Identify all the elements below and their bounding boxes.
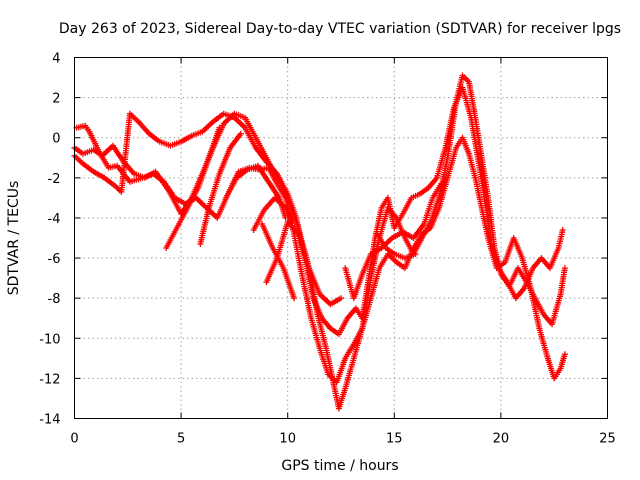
y-tick-label: -10 [39,332,60,347]
series-track-4 [163,124,223,251]
data-point-markers [259,221,298,302]
series-track-10 [342,180,445,302]
data-point-markers [342,180,445,302]
plot-frame [74,57,608,419]
y-tick-label: -6 [48,252,61,267]
x-tick-label: 0 [70,432,78,447]
series-line [265,220,342,306]
data-point-markers [71,72,568,412]
data-point-markers [263,219,344,308]
x-tick-label: 20 [493,432,510,447]
series-track-1 [71,72,568,412]
x-tick-label: 5 [177,432,185,447]
y-tick-label: -2 [48,172,61,187]
y-tick-label: 2 [52,92,60,107]
y-tick-label: -8 [48,292,61,307]
data-point-markers [374,231,419,262]
data-point-markers [163,124,223,251]
data-point-markers [197,130,244,247]
x-tick-label: 15 [386,432,403,447]
series-track-5 [197,130,244,247]
series-track-6 [222,162,289,221]
y-tick-labels: 4 2 0 -2 -4 -6 -8 -10 -12 -14 [39,52,60,428]
x-tick-label: 10 [279,432,296,447]
plot-area [71,72,568,412]
x-tick-label: 25 [599,432,616,447]
y-axis-label: SDTVAR / TECUs [6,181,22,296]
data-point-markers [250,194,295,233]
y-tick-label: -12 [39,372,60,387]
chart-title: Day 263 of 2023, Sidereal Day-to-day VTE… [59,21,621,37]
y-tick-label: 4 [52,52,60,67]
x-tick-labels: 0 5 10 15 20 25 [70,432,615,447]
series-track-8 [263,219,344,308]
x-axis-label: GPS time / hours [281,458,398,474]
series-track-9 [259,221,298,302]
y-tick-label: -14 [39,413,60,428]
y-tick-label: -4 [48,212,61,227]
series-track-7 [250,194,295,233]
y-tick-label: 0 [52,132,60,147]
series-track-11 [374,231,419,262]
